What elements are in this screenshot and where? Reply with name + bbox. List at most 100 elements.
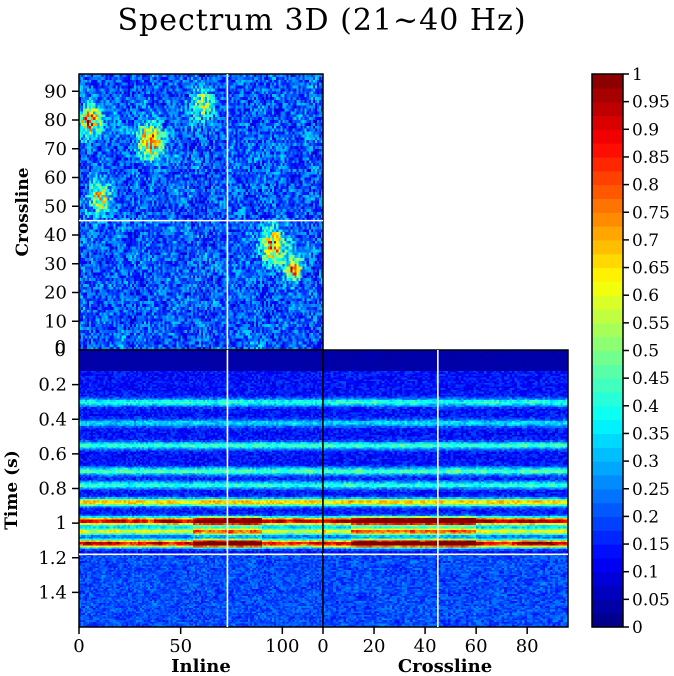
colorbar-segment <box>592 281 623 296</box>
colorbar-segment <box>592 336 623 352</box>
front-slice-lines <box>79 350 323 627</box>
front-ytick-label: 1.2 <box>38 548 67 569</box>
colorbar-segment <box>592 267 623 282</box>
colorbar-tick-label: 0.6 <box>632 286 659 306</box>
top-slice-image <box>79 74 323 350</box>
colorbar-segment <box>592 447 623 462</box>
front-xtick-label: 100 <box>265 636 299 657</box>
front-ytick-label: 1 <box>56 513 67 534</box>
colorbar-segment <box>592 115 623 130</box>
colorbar-segment <box>592 156 623 172</box>
colorbar-segment <box>592 87 623 103</box>
colorbar-segment <box>592 599 623 614</box>
colorbar-tick-label: 0.45 <box>632 369 670 389</box>
top-ytick-label: 90 <box>44 81 67 102</box>
colorbar-segment <box>592 129 623 144</box>
colorbar-segment <box>592 184 623 200</box>
front-ytick-label: 0.8 <box>38 479 67 500</box>
colorbar-segment <box>592 226 623 241</box>
colorbar-segment <box>592 239 623 255</box>
side-panel <box>322 349 569 628</box>
colorbar-segment <box>592 557 623 573</box>
colorbar-segment <box>592 253 623 269</box>
colorbar-scale <box>592 74 623 628</box>
front-panel <box>78 349 324 628</box>
colorbar-tick-label: 0.85 <box>632 148 670 168</box>
colorbar-tick-label: 0.9 <box>632 120 659 140</box>
side-xtick-label: 0 <box>317 636 328 657</box>
colorbar-segment <box>592 74 623 89</box>
colorbar-segment <box>592 474 623 490</box>
top-slice-lines <box>79 74 323 350</box>
colorbar-segment <box>592 295 623 310</box>
front-ytick-label: 0.4 <box>38 409 67 430</box>
colorbar-tick-label: 0 <box>632 618 643 638</box>
colorbar-segment <box>592 419 623 435</box>
colorbar-segment <box>592 433 623 448</box>
side-xtick-label: 60 <box>465 636 488 657</box>
colorbar-segment <box>592 143 623 158</box>
side-zero-label: 0 <box>55 337 66 358</box>
colorbar-tick-label: 0.2 <box>632 507 659 527</box>
top-ytick-label: 70 <box>44 139 67 160</box>
top-zero-label: 0 <box>55 340 66 361</box>
colorbar-segment <box>592 364 623 379</box>
top-ytick-label: 50 <box>44 196 67 217</box>
colorbar: 0 0.05 0.1 0.15 0.2 0.25 0.3 0.35 0.4 0.45 0.5 0.55… <box>591 65 670 638</box>
side-xlabel: Crossline <box>398 656 492 676</box>
colorbar-segment <box>592 613 623 628</box>
colorbar-segment <box>592 530 623 545</box>
top-ytick-label: 80 <box>44 110 67 131</box>
chart-title: Spectrum 3D (21~40 Hz) <box>117 3 526 38</box>
colorbar-segment <box>592 544 623 559</box>
colorbar-tick-label: 0.05 <box>632 590 670 610</box>
top-ytick-label: 60 <box>44 168 67 189</box>
colorbar-segment <box>592 198 623 213</box>
colorbar-segment <box>592 571 623 587</box>
front-xtick-label: 50 <box>169 636 192 657</box>
colorbar-tick-label: 0.75 <box>632 203 670 223</box>
front-ytick-label: 1.4 <box>38 582 67 603</box>
colorbar-tick-label: 0.55 <box>632 314 670 334</box>
colorbar-tick-label: 0.95 <box>632 93 670 113</box>
colorbar-segment <box>592 391 623 407</box>
colorbar-segment <box>592 488 623 504</box>
top-ytick-label: 40 <box>44 225 67 246</box>
colorbar-segment <box>592 309 623 324</box>
colorbar-segment <box>592 350 623 365</box>
side-slice-lines <box>323 350 568 627</box>
colorbar-tick-label: 0.7 <box>632 231 659 251</box>
side-section-image <box>323 350 568 627</box>
colorbar-segment <box>592 405 623 421</box>
top-panel <box>78 73 324 351</box>
colorbar-tick-label: 0.4 <box>632 397 659 417</box>
front-xtick-label: 0 <box>73 636 84 657</box>
colorbar-tick-label: 0.3 <box>632 452 659 472</box>
colorbar-tick-label: 0.65 <box>632 259 670 279</box>
colorbar-tick-label: 0.5 <box>632 342 659 362</box>
top-ylabel: Crossline <box>13 167 33 256</box>
side-xtick-label: 40 <box>414 636 437 657</box>
colorbar-ticks: 0 0.05 0.1 0.15 0.2 0.25 0.3 0.35 0.4 0.45 0.5 0.55… <box>623 65 670 638</box>
top-ytick-label: 20 <box>44 283 67 304</box>
axes: 10 20 30 40 50 60 70 80 90 0.2 0.4 0.6 0.8 1 1.2 1.4 0 50… <box>38 81 538 657</box>
colorbar-tick-label: 0.1 <box>632 563 659 583</box>
side-xtick-label: 20 <box>363 636 386 657</box>
front-xlabel: Inline <box>171 656 231 676</box>
colorbar-tick-label: 0.8 <box>632 176 659 196</box>
front-ytick-label: 0.2 <box>38 375 67 396</box>
colorbar-segment <box>592 585 623 600</box>
colorbar-segment <box>592 170 623 186</box>
colorbar-segment <box>592 516 623 531</box>
front-ylabel: Time (s) <box>2 450 22 530</box>
top-ytick-label: 10 <box>44 311 67 332</box>
front-section-image <box>79 350 323 627</box>
colorbar-tick-label: 0.25 <box>632 480 670 500</box>
colorbar-tick-label: 1 <box>632 65 643 85</box>
colorbar-tick-label: 0.15 <box>632 535 670 555</box>
front-ytick-label: 0.6 <box>38 444 67 465</box>
side-xtick-label: 80 <box>516 636 539 657</box>
colorbar-segment <box>592 378 623 393</box>
colorbar-segment <box>592 322 623 338</box>
